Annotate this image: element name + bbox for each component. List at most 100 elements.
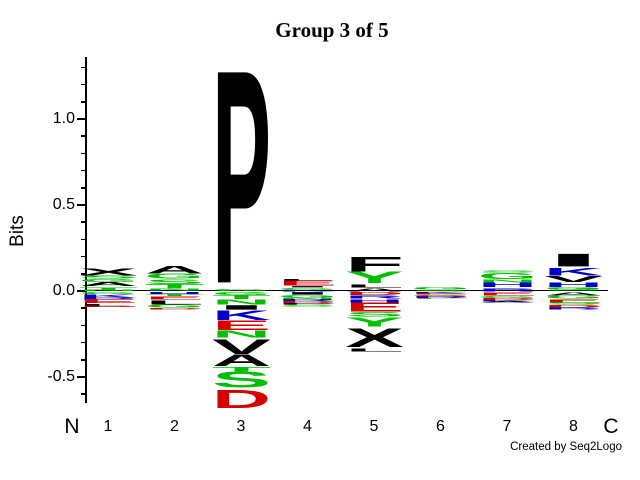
svg-text:P: P (212, 7, 271, 348)
svg-text:K: K (79, 293, 138, 298)
svg-text:E: E (544, 298, 603, 303)
logo-letter-L: L (411, 298, 470, 299)
x-label-n-terminus: N (64, 415, 80, 438)
svg-text:H: H (145, 291, 204, 295)
logo-letter-G: G (478, 295, 537, 298)
minor-tick (81, 221, 86, 223)
logo-letter-A: A (79, 281, 138, 287)
svg-text:L: L (411, 298, 470, 299)
svg-text:D: D (79, 306, 138, 308)
logo-letter-I: I (544, 250, 603, 270)
svg-text:A: A (544, 291, 603, 296)
logo-letter-G: G (145, 272, 204, 281)
svg-text:S: S (411, 289, 470, 291)
minor-tick (81, 101, 86, 103)
logo-letter-R: R (411, 297, 470, 299)
svg-text:D: D (145, 308, 204, 310)
logo-letter-L: L (345, 283, 404, 289)
logo-letter-D: D (345, 291, 404, 296)
minor-tick (81, 307, 86, 309)
logo-letter-D: D (278, 301, 337, 304)
x-label-position-5: 5 (369, 418, 379, 435)
svg-text:G: G (79, 278, 138, 283)
logo-letter-K: K (411, 292, 470, 294)
logo-letter-D: D (544, 304, 603, 308)
svg-text:G: G (79, 292, 138, 295)
zero-baseline (87, 290, 608, 292)
logo-letter-R: R (345, 294, 404, 299)
y-axis-line (85, 57, 87, 403)
logo-letter-A: A (212, 351, 271, 369)
logo-letter-R: R (544, 307, 603, 310)
logo-letter-E: E (478, 291, 537, 297)
svg-text:D: D (345, 291, 404, 296)
logo-letter-S: S (478, 270, 537, 273)
logo-letter-S: S (145, 278, 204, 286)
logo-letter-K: K (212, 307, 271, 322)
svg-text:F: F (345, 252, 404, 275)
logo-letter-X: X (79, 266, 138, 277)
logo-letter-S: S (212, 368, 271, 393)
logo-letter-S: S (544, 302, 603, 306)
y-tick-label: 0.0 (52, 282, 75, 299)
logo-letter-N: N (278, 297, 337, 300)
svg-text:G: G (411, 294, 470, 296)
svg-text:R: R (478, 287, 537, 292)
logo-letter-N: N (212, 328, 271, 339)
logo-letter-R: R (278, 299, 337, 302)
svg-text:S: S (345, 311, 404, 318)
seq2logo-credit: Created by Seq2Logo (510, 441, 622, 453)
logo-letter-V: V (544, 274, 603, 283)
logo-letter-R: R (79, 297, 138, 300)
minor-tick (81, 169, 86, 172)
logo-letter-S: S (345, 311, 404, 318)
logo-letter-E: E (79, 298, 138, 304)
minor-tick (81, 393, 86, 395)
svg-text:S: S (145, 278, 204, 286)
logo-letter-I: I (278, 286, 337, 288)
svg-text:A: A (145, 263, 204, 276)
logo-letter-A: A (478, 301, 537, 303)
svg-text:G: G (145, 304, 204, 310)
svg-text:G: G (544, 295, 603, 300)
svg-text:T: T (79, 286, 139, 291)
logo-letter-E: E (544, 298, 603, 303)
y-tick-label: 0.5 (52, 196, 75, 213)
svg-text:L: L (345, 347, 404, 353)
x-label-c-terminus: C (603, 415, 619, 438)
svg-text:E: E (278, 279, 337, 288)
svg-text:S: S (478, 270, 537, 273)
svg-text:E: E (145, 296, 204, 301)
svg-text:G: G (478, 271, 537, 280)
svg-text:I: I (278, 286, 337, 288)
svg-text:E: E (345, 300, 404, 315)
minor-tick (81, 152, 86, 155)
svg-text:R: R (79, 297, 138, 300)
minor-tick (81, 66, 86, 69)
logo-letter-D: D (79, 306, 138, 308)
svg-text:K: K (212, 307, 271, 322)
chart-title: Group 3 of 5 (275, 18, 389, 42)
logo-letter-E: E (212, 317, 271, 332)
logo-letter-S: S (278, 304, 337, 307)
svg-text:N: N (212, 298, 271, 306)
svg-text:A: A (345, 287, 404, 292)
logo-letter-G: G (212, 291, 271, 296)
x-label-position-6: 6 (436, 418, 445, 435)
svg-text:G: G (478, 295, 537, 298)
svg-text:R: R (278, 299, 337, 302)
x-label-position-8: 8 (569, 418, 578, 435)
logo-letter-S: S (411, 289, 470, 291)
logo-letter-Y: Y (345, 269, 404, 287)
logo-letter-L: L (145, 299, 204, 306)
logo-letter-P: P (278, 303, 337, 305)
svg-text:H: H (544, 280, 603, 288)
logo-letter-N: N (478, 278, 537, 284)
logo-letter-E: E (278, 279, 337, 288)
svg-text:L: L (145, 299, 204, 306)
svg-text:I: I (278, 291, 337, 295)
logo-letter-E: E (145, 296, 204, 301)
logo-letter-K: K (278, 289, 337, 291)
svg-text:Y: Y (345, 269, 404, 287)
logo-letter-G: G (478, 271, 537, 280)
